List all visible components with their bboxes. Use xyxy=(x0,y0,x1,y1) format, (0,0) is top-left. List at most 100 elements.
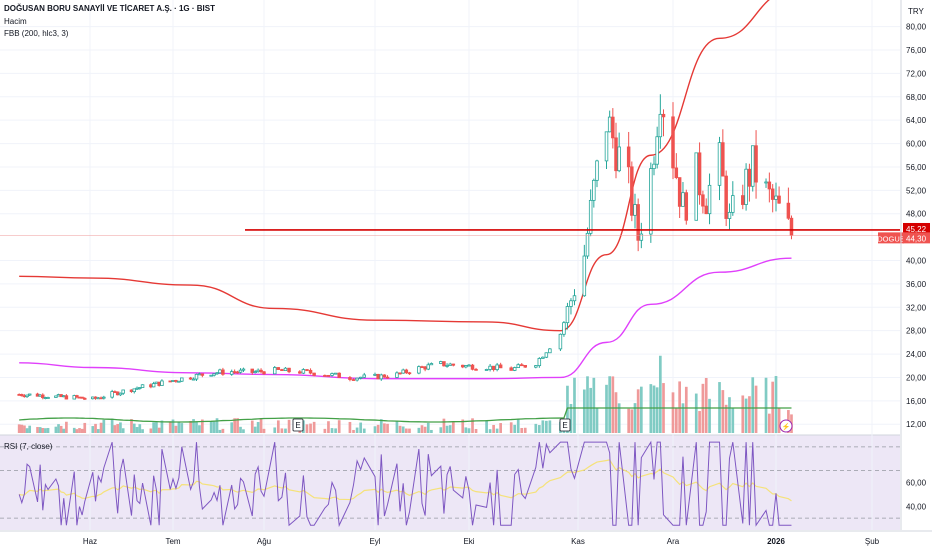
candle-body[interactable] xyxy=(636,204,640,241)
candle-body[interactable] xyxy=(283,367,288,372)
candle-body[interactable] xyxy=(54,395,58,398)
rsi-legend[interactable]: RSI (7, close) xyxy=(4,442,53,451)
candle-body[interactable] xyxy=(218,369,222,374)
candle-body[interactable] xyxy=(333,372,338,375)
candle-body[interactable] xyxy=(27,393,32,396)
candle-body[interactable] xyxy=(677,177,682,207)
candle-body[interactable] xyxy=(83,397,87,400)
candle-body[interactable] xyxy=(727,211,732,219)
candle-body[interactable] xyxy=(717,142,722,186)
candle-body[interactable] xyxy=(385,376,390,379)
candle-body[interactable] xyxy=(519,364,524,367)
candle-body[interactable] xyxy=(595,160,599,181)
candle-body[interactable] xyxy=(445,365,449,367)
candle-body[interactable] xyxy=(149,384,153,388)
candle-body[interactable] xyxy=(420,366,424,369)
candle-body[interactable] xyxy=(558,333,563,350)
candle-body[interactable] xyxy=(337,372,341,378)
candle-body[interactable] xyxy=(569,300,573,307)
candle-body[interactable] xyxy=(633,204,637,216)
candle-body[interactable] xyxy=(238,369,243,373)
candle-body[interactable] xyxy=(701,194,705,207)
candle-body[interactable] xyxy=(681,192,685,207)
candle-body[interactable] xyxy=(256,369,260,373)
candle-body[interactable] xyxy=(358,376,363,379)
candle-body[interactable] xyxy=(132,388,137,393)
candle-body[interactable] xyxy=(180,377,184,382)
candle-body[interactable] xyxy=(113,391,117,393)
candle-body[interactable] xyxy=(276,367,281,370)
candle-body[interactable] xyxy=(516,364,520,368)
candle-body[interactable] xyxy=(448,363,452,366)
candle-body[interactable] xyxy=(326,374,331,377)
candle-body[interactable] xyxy=(99,397,103,400)
candle-body[interactable] xyxy=(129,389,134,393)
candle-body[interactable] xyxy=(724,175,728,219)
candle-body[interactable] xyxy=(118,392,123,396)
candle-body[interactable] xyxy=(140,384,145,388)
candle-body[interactable] xyxy=(442,361,446,367)
candle-body[interactable] xyxy=(382,374,387,378)
candle-body[interactable] xyxy=(565,306,570,324)
candle-body[interactable] xyxy=(523,364,528,368)
candle-body[interactable] xyxy=(484,369,489,371)
candle-body[interactable] xyxy=(253,371,257,374)
candle-body[interactable] xyxy=(330,373,334,376)
candle-body[interactable] xyxy=(355,377,359,381)
candle-body[interactable] xyxy=(305,369,309,371)
candle-body[interactable] xyxy=(191,378,196,381)
candle-body[interactable] xyxy=(64,395,69,400)
candle-body[interactable] xyxy=(697,152,702,196)
candle-body[interactable] xyxy=(379,374,384,380)
candle-body[interactable] xyxy=(747,168,752,187)
candle-body[interactable] xyxy=(221,369,225,375)
candle-body[interactable] xyxy=(721,142,725,177)
candle-body[interactable] xyxy=(174,380,178,382)
candle-body[interactable] xyxy=(209,374,213,377)
candle-body[interactable] xyxy=(592,179,596,201)
candle-body[interactable] xyxy=(229,371,234,375)
candle-body[interactable] xyxy=(770,188,775,200)
candle-body[interactable] xyxy=(362,374,367,378)
candle-body[interactable] xyxy=(121,389,125,394)
candle-body[interactable] xyxy=(652,163,656,170)
candle-body[interactable] xyxy=(731,195,735,213)
candle-body[interactable] xyxy=(110,391,114,398)
candle-body[interactable] xyxy=(417,366,421,374)
candle-body[interactable] xyxy=(259,369,263,373)
candle-body[interactable] xyxy=(741,195,745,205)
candle-body[interactable] xyxy=(351,379,356,381)
candle-body[interactable] xyxy=(639,233,644,241)
candle-body[interactable] xyxy=(460,364,465,368)
candle-body[interactable] xyxy=(767,181,772,190)
candle-body[interactable] xyxy=(200,373,205,376)
candle-body[interactable] xyxy=(617,146,621,172)
candle-body[interactable] xyxy=(215,372,219,375)
candle-body[interactable] xyxy=(348,377,352,380)
candle-body[interactable] xyxy=(537,358,542,367)
candle-body[interactable] xyxy=(194,373,199,380)
candle-body[interactable] xyxy=(562,322,566,335)
candle-body[interactable] xyxy=(102,396,106,399)
candle-body[interactable] xyxy=(151,383,156,388)
candle-body[interactable] xyxy=(20,394,24,397)
candle-body[interactable] xyxy=(674,167,679,178)
candle-body[interactable] xyxy=(764,181,768,184)
candle-body[interactable] xyxy=(80,396,84,399)
candle-body[interactable] xyxy=(241,368,246,371)
earnings-marker[interactable] xyxy=(559,418,571,432)
candle-body[interactable] xyxy=(495,364,499,371)
symbol-title[interactable]: DOĞUSAN BORU SANAYİİ VE TİCARET A.Ş. · 1… xyxy=(4,4,215,13)
candle-body[interactable] xyxy=(160,380,164,386)
candle-body[interactable] xyxy=(250,368,255,373)
candle-body[interactable] xyxy=(491,365,496,371)
candle-body[interactable] xyxy=(704,205,708,215)
candle-body[interactable] xyxy=(426,364,431,370)
candle-body[interactable] xyxy=(512,367,517,371)
candle-body[interactable] xyxy=(323,374,327,377)
candle-body[interactable] xyxy=(750,145,755,187)
candle-body[interactable] xyxy=(684,192,689,221)
candle-body[interactable] xyxy=(398,372,402,375)
candle-body[interactable] xyxy=(401,369,405,374)
